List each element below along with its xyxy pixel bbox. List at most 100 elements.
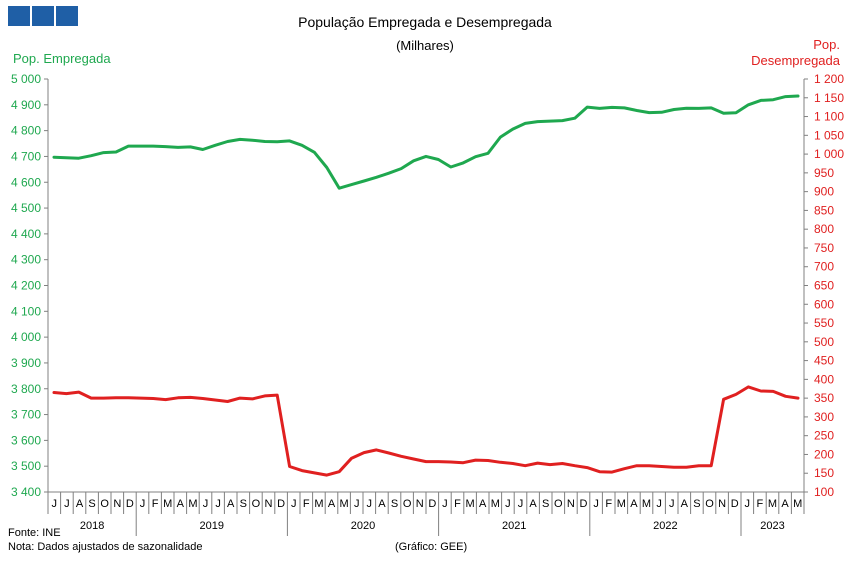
year-label: 2019 [200,520,224,532]
right-tick-label: 1 050 [814,128,844,142]
logo-block-2 [32,6,54,26]
month-tick-label: J [215,498,221,510]
right-tick-label: 1 100 [814,110,844,124]
left-tick-label: 3 800 [11,382,41,396]
month-tick-label: F [757,498,764,510]
right-tick-label: 1 150 [814,91,844,105]
month-tick-label: A [227,498,235,510]
month-tick-label: N [416,498,424,510]
month-tick-label: N [567,498,575,510]
month-tick-label: J [669,498,675,510]
right-tick-label: 450 [814,354,834,368]
month-tick-label: A [630,498,638,510]
right-tick-label: 100 [814,485,834,499]
month-tick-label: D [428,498,436,510]
month-tick-label: M [642,498,651,510]
month-tick-label: M [188,498,197,510]
right-tick-label: 550 [814,316,834,330]
month-tick-label: O [100,498,109,510]
right-tick-label: 400 [814,372,834,386]
right-tick-label: 900 [814,185,834,199]
month-tick-label: D [277,498,285,510]
left-tick-label: 3 500 [11,459,41,473]
month-tick-label: M [491,498,500,510]
right-tick-label: 200 [814,447,834,461]
month-tick-label: M [466,498,475,510]
chart-subtitle: (Milhares) [396,38,454,53]
right-tick-label: 1 000 [814,147,844,161]
month-tick-label: J [656,498,662,510]
right-tick-label: 300 [814,410,834,424]
month-tick-label: J [52,498,58,510]
month-tick-label: M [617,498,626,510]
left-tick-label: 4 600 [11,175,41,189]
right-axis-label-line2: Desempregada [751,53,840,68]
month-tick-label: A [781,498,789,510]
left-tick-label: 4 300 [11,253,41,267]
left-tick-label: 3 400 [11,485,41,499]
left-tick-label: 4 500 [11,201,41,215]
left-tick-label: 4 400 [11,227,41,241]
right-tick-label: 650 [814,279,834,293]
year-label: 2022 [653,520,677,532]
left-tick-label: 4 900 [11,98,41,112]
month-tick-label: D [731,498,739,510]
month-tick-label: N [265,498,273,510]
year-label: 2023 [760,520,784,532]
left-axis-label: Pop. Empregada [13,51,111,66]
chart-credit: (Gráfico: GEE) [395,541,468,553]
year-label: 2020 [351,520,375,532]
right-tick-label: 350 [814,391,834,405]
month-tick-label: O [403,498,412,510]
right-tick-label: 500 [814,335,834,349]
left-tick-label: 3 700 [11,408,41,422]
month-tick-label: S [542,498,549,510]
employed-series-line [52,94,800,190]
month-tick-label: A [76,498,84,510]
right-tick-label: 800 [814,222,834,236]
month-tick-label: J [518,498,524,510]
month-tick-label: S [391,498,398,510]
month-tick-label: F [303,498,310,510]
month-tick-label: M [340,498,349,510]
right-axis-label-line1: Pop. [813,37,840,52]
month-tick-label: J [442,498,448,510]
month-tick-label: A [378,498,386,510]
month-tick-label: J [354,498,360,510]
month-tick-label: M [793,498,802,510]
left-tick-label: 4 000 [11,330,41,344]
unemployed-series-line [52,385,800,477]
month-tick-label: D [580,498,588,510]
month-tick-label: S [240,498,247,510]
left-tick-label: 4 100 [11,304,41,318]
right-tick-label: 600 [814,297,834,311]
month-tick-label: S [88,498,95,510]
logo-block-3 [56,6,78,26]
month-tick-label: A [328,498,336,510]
left-tick-label: 4 200 [11,279,41,293]
month-tick-label: M [768,498,777,510]
month-tick-label: J [140,498,146,510]
left-tick-label: 5 000 [11,72,41,86]
left-tick-label: 3 900 [11,356,41,370]
right-tick-label: 850 [814,203,834,217]
right-tick-label: 1 200 [814,72,844,86]
month-tick-label: J [64,498,70,510]
right-tick-label: 250 [814,429,834,443]
right-tick-label: 750 [814,241,834,255]
month-tick-label: D [126,498,134,510]
month-tick-label: J [745,498,751,510]
month-tick-label: F [454,498,461,510]
month-tick-label: J [367,498,373,510]
month-tick-label: M [314,498,323,510]
month-tick-label: F [605,498,612,510]
right-axis-label: Pop. Desempregada [751,37,840,69]
chart-title: População Empregada e Desempregada [298,14,552,30]
month-tick-label: F [152,498,159,510]
left-tick-label: 4 700 [11,149,41,163]
year-label: 2021 [502,520,526,532]
logo-block-1 [8,6,30,26]
month-tick-label: J [291,498,297,510]
month-tick-label: J [203,498,209,510]
